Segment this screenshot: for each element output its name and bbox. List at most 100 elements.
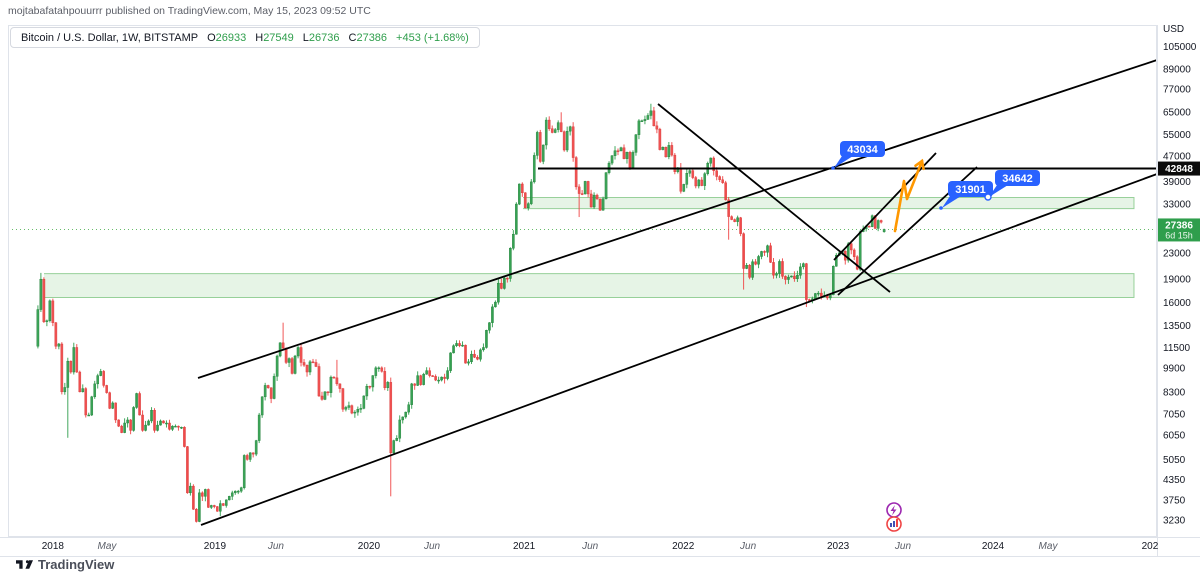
candle-body <box>512 233 515 249</box>
candle-body <box>556 122 560 130</box>
candle-body <box>882 229 886 232</box>
candle-body <box>724 182 727 201</box>
candle-body <box>700 179 704 186</box>
candle-body <box>132 407 135 431</box>
candle-body <box>562 131 566 151</box>
price-tick-label: 55000 <box>1163 130 1191 141</box>
lower-channel-trendline[interactable] <box>200 173 1158 526</box>
price-tick-label: 13500 <box>1163 321 1191 332</box>
candle-body <box>814 293 817 299</box>
supply-zone-border <box>523 196 1135 210</box>
candle-body <box>482 347 485 351</box>
candle-body <box>503 277 506 289</box>
price-label-43034[interactable]: 43034 <box>831 141 885 170</box>
candle-body <box>51 300 55 323</box>
candle-body <box>628 152 632 168</box>
candle-body <box>497 282 500 303</box>
symbol-legend: Bitcoin / U.S. Dollar, 1W, BITSTAMP O 269… <box>10 27 480 48</box>
lightning-event-icon[interactable] <box>886 502 902 518</box>
hline-price-badge: 42848 <box>1158 161 1200 176</box>
price-tick-label: 65000 <box>1163 107 1191 118</box>
candle-body <box>817 292 820 295</box>
price-label-31901[interactable]: 31901 <box>939 181 993 210</box>
candle-body <box>317 366 321 397</box>
candle-body <box>153 410 156 431</box>
projection-arrowhead <box>914 158 925 171</box>
anchor-circle <box>984 193 992 201</box>
candle-body <box>529 181 533 204</box>
price-label-tail <box>989 185 1008 197</box>
downtrend-line[interactable] <box>657 103 891 293</box>
candle-body <box>392 440 396 454</box>
last-price-text: 27386 <box>1165 220 1193 231</box>
candle-body <box>736 217 739 222</box>
chart-event-icon[interactable] <box>886 516 902 532</box>
candle-body <box>796 275 799 280</box>
candle-body <box>703 173 707 186</box>
candle-body <box>296 347 300 357</box>
anchor-dot <box>939 206 943 210</box>
candle-body <box>365 386 369 397</box>
candle-body <box>649 110 653 116</box>
candle-body <box>595 194 599 200</box>
candle-body <box>335 377 339 385</box>
time-tick-month: Jun <box>739 541 757 552</box>
candle-body <box>72 347 76 373</box>
candle-body <box>39 278 43 310</box>
price-tick-label: 6050 <box>1163 430 1186 441</box>
candle-body <box>416 375 419 386</box>
price-label-tail <box>942 196 961 208</box>
candle-body <box>461 344 464 347</box>
candle-body <box>518 183 521 205</box>
time-tick-month: Jun <box>581 541 599 552</box>
candle-body <box>135 393 138 408</box>
candle-body <box>213 505 216 507</box>
candle-body <box>362 395 366 409</box>
demand-zone-border <box>44 273 1135 299</box>
candle-body <box>159 420 162 426</box>
candle-body <box>99 371 102 376</box>
bar-glyph <box>896 519 898 527</box>
candle-body <box>177 425 180 428</box>
high-value: 27549 <box>263 31 294 44</box>
candle-body <box>93 383 97 398</box>
candle-body <box>57 343 61 347</box>
price-tick-label: 77000 <box>1163 84 1191 95</box>
price-label-34642[interactable]: 34642 <box>984 170 1040 201</box>
supply-zone[interactable] <box>523 196 1135 210</box>
candle-body <box>694 177 698 187</box>
candle-body <box>544 119 548 146</box>
tradingview-logo[interactable]: TradingView <box>16 557 114 572</box>
candle-body <box>371 375 375 388</box>
candle-body <box>126 419 129 424</box>
price-label-badge <box>948 181 993 197</box>
candle-body <box>452 345 455 354</box>
candle-body <box>350 405 354 414</box>
candle-body <box>787 276 790 280</box>
candle-body <box>541 144 545 162</box>
candle-body <box>344 407 348 410</box>
candle-body <box>559 122 563 132</box>
lightning-glyph <box>890 505 897 516</box>
price-axis: USD 105000 89000 77000 65000 55000 47000 39000 3… <box>1163 24 1197 527</box>
candle-body <box>580 193 584 195</box>
hline-badge-text: 42848 <box>1165 164 1193 175</box>
candle-body <box>323 391 327 400</box>
candle-body <box>500 282 503 289</box>
candle-body <box>446 370 449 379</box>
upper-channel-trendline[interactable] <box>197 59 1158 379</box>
bar-countdown-text: 6d 15h <box>1165 230 1193 240</box>
candle-body <box>81 388 85 393</box>
price-tick-label: 7050 <box>1163 410 1186 421</box>
projection-arrow[interactable] <box>893 159 924 233</box>
candle-body <box>858 231 862 270</box>
candle-body <box>63 387 67 393</box>
candle-body <box>547 119 551 129</box>
price-label-tail <box>834 156 853 168</box>
demand-zone[interactable] <box>44 273 1135 299</box>
candle-body <box>434 376 437 381</box>
candle-body <box>201 492 204 497</box>
candle-body <box>634 134 638 153</box>
